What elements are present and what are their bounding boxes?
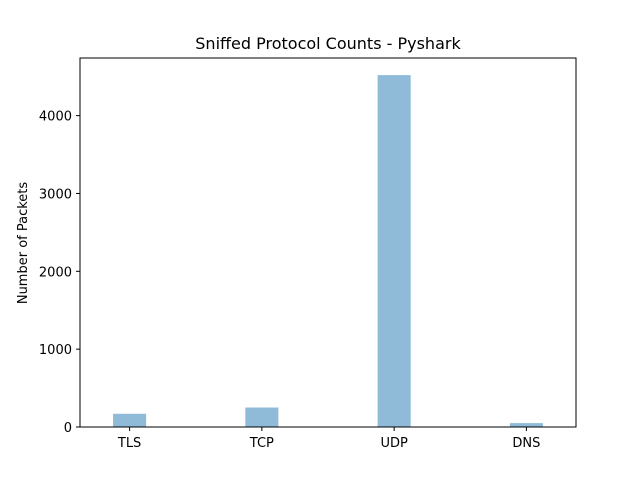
x-tick-label-tcp: TCP <box>249 436 274 451</box>
bar-tcp <box>245 407 279 427</box>
y-axis-ticks: 0 1000 2000 3000 4000 <box>39 110 80 436</box>
x-tick-label-dns: DNS <box>512 436 540 451</box>
x-tick-label-udp: UDP <box>380 436 408 451</box>
bars-group <box>113 75 543 427</box>
y-tick-label-2000: 2000 <box>39 265 72 280</box>
plot-frame <box>79 57 577 428</box>
y-tick-label-4000: 4000 <box>39 110 72 125</box>
bar-dns <box>509 423 543 427</box>
x-axis-ticks: TLS TCP UDP DNS <box>117 427 540 451</box>
y-tick-label-0: 0 <box>64 421 72 436</box>
y-tick-label-3000: 3000 <box>39 187 72 202</box>
y-tick-label-1000: 1000 <box>39 343 72 358</box>
bar-tls <box>113 413 147 427</box>
bar-udp <box>377 75 411 427</box>
x-tick-label-tls: TLS <box>117 436 141 451</box>
chart-title: Sniffed Protocol Counts - Pyshark <box>195 34 461 53</box>
y-axis-label: Number of Packets <box>16 182 31 305</box>
